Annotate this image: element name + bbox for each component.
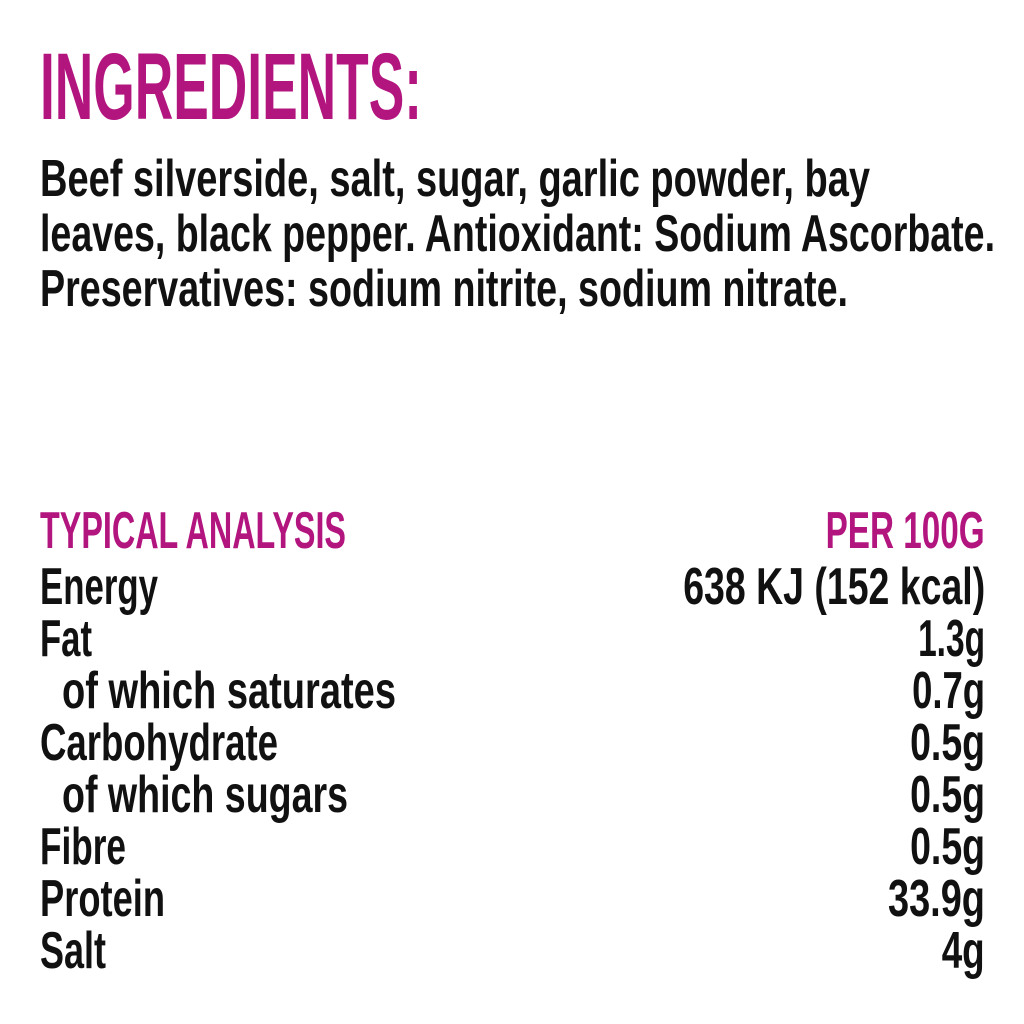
row-label: of which sugars <box>62 766 348 824</box>
row-label: Protein <box>40 870 165 928</box>
row-label: Energy <box>40 558 158 616</box>
row-value: 0.5g <box>910 766 985 824</box>
row-label: Fibre <box>40 818 126 876</box>
analysis-header-value: PER 100G <box>826 502 985 560</box>
ingredients-title: INGREDIENTS: <box>40 34 422 140</box>
ingredients-line: Preservatives: sodium nitrite, sodium ni… <box>40 260 848 318</box>
row-label: of which saturates <box>62 662 396 720</box>
analysis-header-label: TYPICAL ANALYSIS <box>40 502 346 560</box>
ingredients-line: Beef silverside, salt, sugar, garlic pow… <box>40 150 870 208</box>
row-value: 0.5g <box>910 818 985 876</box>
row-label: Fat <box>40 610 92 668</box>
row-label: Carbohydrate <box>40 714 278 772</box>
row-value: 4g <box>942 922 985 980</box>
row-value: 1.3g <box>918 610 985 668</box>
row-value: 33.9g <box>888 870 985 928</box>
row-value: 0.5g <box>910 714 985 772</box>
row-value: 638 KJ (152 kcal) <box>683 558 985 616</box>
row-label: Salt <box>40 922 106 980</box>
row-value: 0.7g <box>912 662 985 720</box>
ingredients-line: leaves, black pepper. Antioxidant: Sodiu… <box>40 205 995 263</box>
